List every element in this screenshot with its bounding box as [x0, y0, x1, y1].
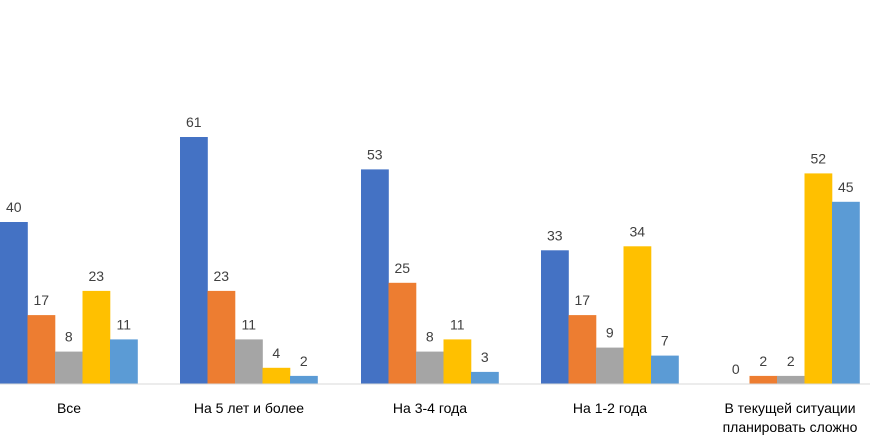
- bar-s4-c3: [443, 339, 472, 384]
- bar-s1-c4: [541, 250, 569, 384]
- data-label-s2-c3: 25: [395, 260, 411, 276]
- data-label-s3-c5: 2: [787, 353, 795, 369]
- bar-s3-c3: [416, 351, 444, 384]
- bar-s2-c1: [27, 315, 56, 384]
- data-label-s1-c4: 33: [547, 227, 563, 243]
- data-label-s4-c5: 52: [811, 150, 827, 166]
- bar-s5-c5: [832, 201, 860, 385]
- data-label-s2-c5: 2: [759, 353, 767, 369]
- category-label-2: На 5 лет и более: [194, 400, 304, 416]
- bar-s5-c1: [110, 339, 138, 384]
- bar-s2-c3: [388, 282, 417, 385]
- bar-s1-c3: [361, 169, 389, 384]
- category-label-3: На 3-4 года: [393, 400, 467, 416]
- bar-s1-c2: [180, 137, 208, 384]
- data-label-s3-c2: 11: [242, 316, 257, 332]
- category-label-5-line-2: планировать сложно: [723, 419, 858, 435]
- data-label-s1-c1: 40: [6, 199, 22, 215]
- bars-layer: [0, 137, 860, 385]
- data-label-s3-c1: 8: [65, 329, 73, 345]
- bar-s5-c2: [290, 375, 318, 384]
- data-label-s4-c1: 23: [89, 268, 105, 284]
- bar-s2-c5: [749, 375, 778, 384]
- category-labels-layer: Все На 5 лет и более На 3-4 года На 1-2 год…: [57, 400, 858, 435]
- data-label-s3-c3: 8: [426, 329, 434, 345]
- category-label-5-line-1: В текущей ситуации: [724, 400, 855, 416]
- data-label-s2-c4: 17: [575, 292, 591, 308]
- bar-s3-c4: [596, 347, 624, 384]
- bar-s3-c1: [55, 351, 83, 384]
- bar-s3-c2: [235, 339, 263, 384]
- data-label-s5-c4: 7: [661, 333, 669, 349]
- bar-s4-c2: [262, 367, 291, 384]
- data-label-s1-c5: 0: [732, 361, 740, 377]
- bar-s4-c5: [804, 173, 833, 384]
- data-label-s1-c3: 53: [367, 146, 383, 162]
- data-label-s5-c5: 45: [838, 179, 854, 195]
- bar-s1-c1: [0, 222, 28, 384]
- bar-s4-c1: [82, 290, 111, 384]
- data-label-s4-c3: 11: [450, 316, 465, 332]
- bar-s5-c3: [471, 371, 499, 384]
- data-label-s2-c2: 23: [214, 268, 230, 284]
- bar-s5-c4: [651, 355, 679, 384]
- bar-s4-c4: [623, 246, 652, 384]
- data-label-s1-c2: 61: [186, 114, 202, 130]
- category-label-1: Все: [57, 400, 81, 416]
- data-label-s5-c1: 11: [117, 316, 132, 332]
- data-label-s3-c4: 9: [606, 325, 614, 341]
- data-label-s4-c4: 34: [630, 223, 646, 239]
- bar-s3-c5: [777, 375, 805, 384]
- bar-s2-c4: [568, 315, 597, 384]
- data-label-s5-c2: 2: [300, 353, 308, 369]
- data-label-s4-c2: 4: [272, 345, 280, 361]
- data-label-s5-c3: 3: [481, 349, 489, 365]
- data-label-s2-c1: 17: [34, 292, 50, 308]
- category-label-4: На 1-2 года: [573, 400, 647, 416]
- bar-s2-c2: [207, 290, 236, 384]
